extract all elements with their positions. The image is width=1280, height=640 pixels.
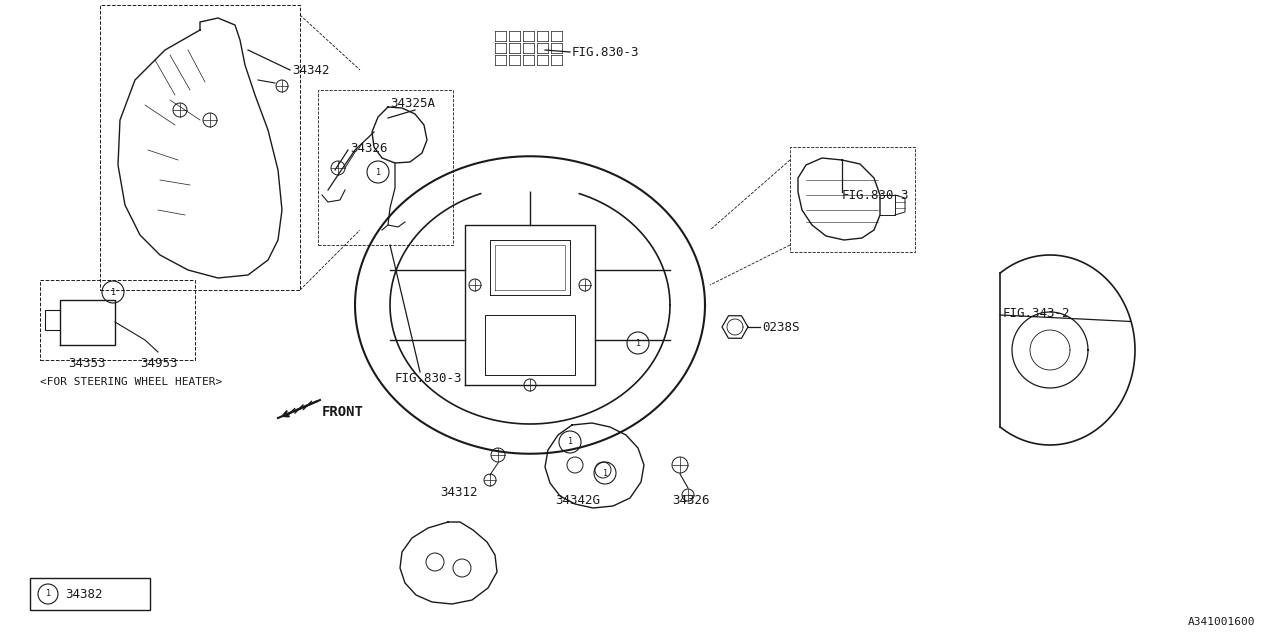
Text: 34326: 34326	[349, 141, 388, 154]
Text: FIG.830-3: FIG.830-3	[842, 189, 910, 202]
Text: 1: 1	[567, 438, 572, 447]
Text: A341001600: A341001600	[1188, 617, 1254, 627]
Text: <FOR STEERING WHEEL HEATER>: <FOR STEERING WHEEL HEATER>	[40, 377, 223, 387]
Bar	[29, 578, 150, 610]
Text: 34382: 34382	[65, 588, 102, 600]
Bar	[317, 90, 453, 245]
Bar	[100, 5, 300, 290]
Text: 34326: 34326	[672, 493, 709, 506]
Text: 34353: 34353	[68, 356, 105, 369]
Text: 1: 1	[110, 287, 115, 296]
Text: 1: 1	[375, 168, 380, 177]
Text: 34325A: 34325A	[390, 97, 435, 109]
Text: FIG.343-2: FIG.343-2	[1004, 307, 1070, 319]
Text: FIG.830-3: FIG.830-3	[572, 45, 640, 58]
Text: FRONT: FRONT	[323, 405, 364, 419]
Text: FIG.830-3: FIG.830-3	[396, 371, 462, 385]
Text: 34342G: 34342G	[556, 493, 600, 506]
Text: 34953: 34953	[140, 356, 178, 369]
Text: 1: 1	[603, 468, 608, 477]
Bar	[40, 280, 195, 360]
Text: 1: 1	[46, 589, 50, 598]
Text: 34342: 34342	[292, 63, 329, 77]
Text: 0238S: 0238S	[762, 321, 800, 333]
Text: 34312: 34312	[440, 486, 477, 499]
Text: 1: 1	[635, 339, 640, 348]
Bar	[790, 147, 915, 252]
